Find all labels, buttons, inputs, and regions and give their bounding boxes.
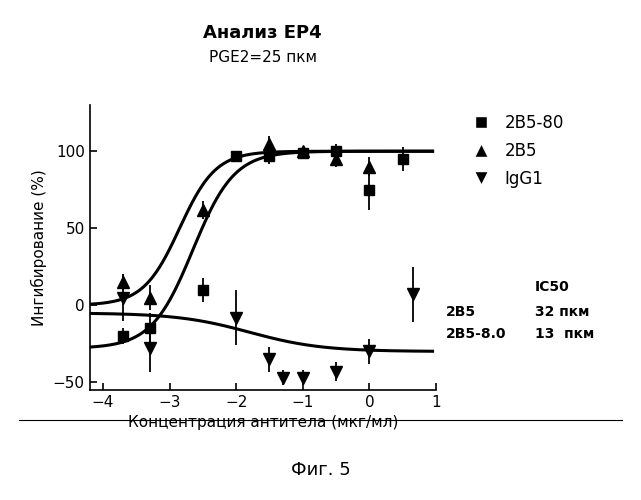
Y-axis label: Ингибирование (%): Ингибирование (%) bbox=[31, 169, 47, 326]
Text: IC50: IC50 bbox=[535, 280, 570, 294]
Text: 32 пкм: 32 пкм bbox=[535, 305, 590, 319]
X-axis label: Концентрация антитела (мкг/мл): Концентрация антитела (мкг/мл) bbox=[128, 416, 398, 430]
Text: Фиг. 5: Фиг. 5 bbox=[290, 461, 351, 479]
Text: 13  пкм: 13 пкм bbox=[535, 328, 594, 342]
Text: Анализ EP4: Анализ EP4 bbox=[203, 24, 322, 42]
Text: 2B5: 2B5 bbox=[445, 305, 476, 319]
Text: PGE2=25 пкм: PGE2=25 пкм bbox=[209, 50, 317, 65]
Legend: 2B5-80, 2B5, IgG1: 2B5-80, 2B5, IgG1 bbox=[458, 108, 570, 195]
Text: 2B5-8.0: 2B5-8.0 bbox=[445, 328, 506, 342]
